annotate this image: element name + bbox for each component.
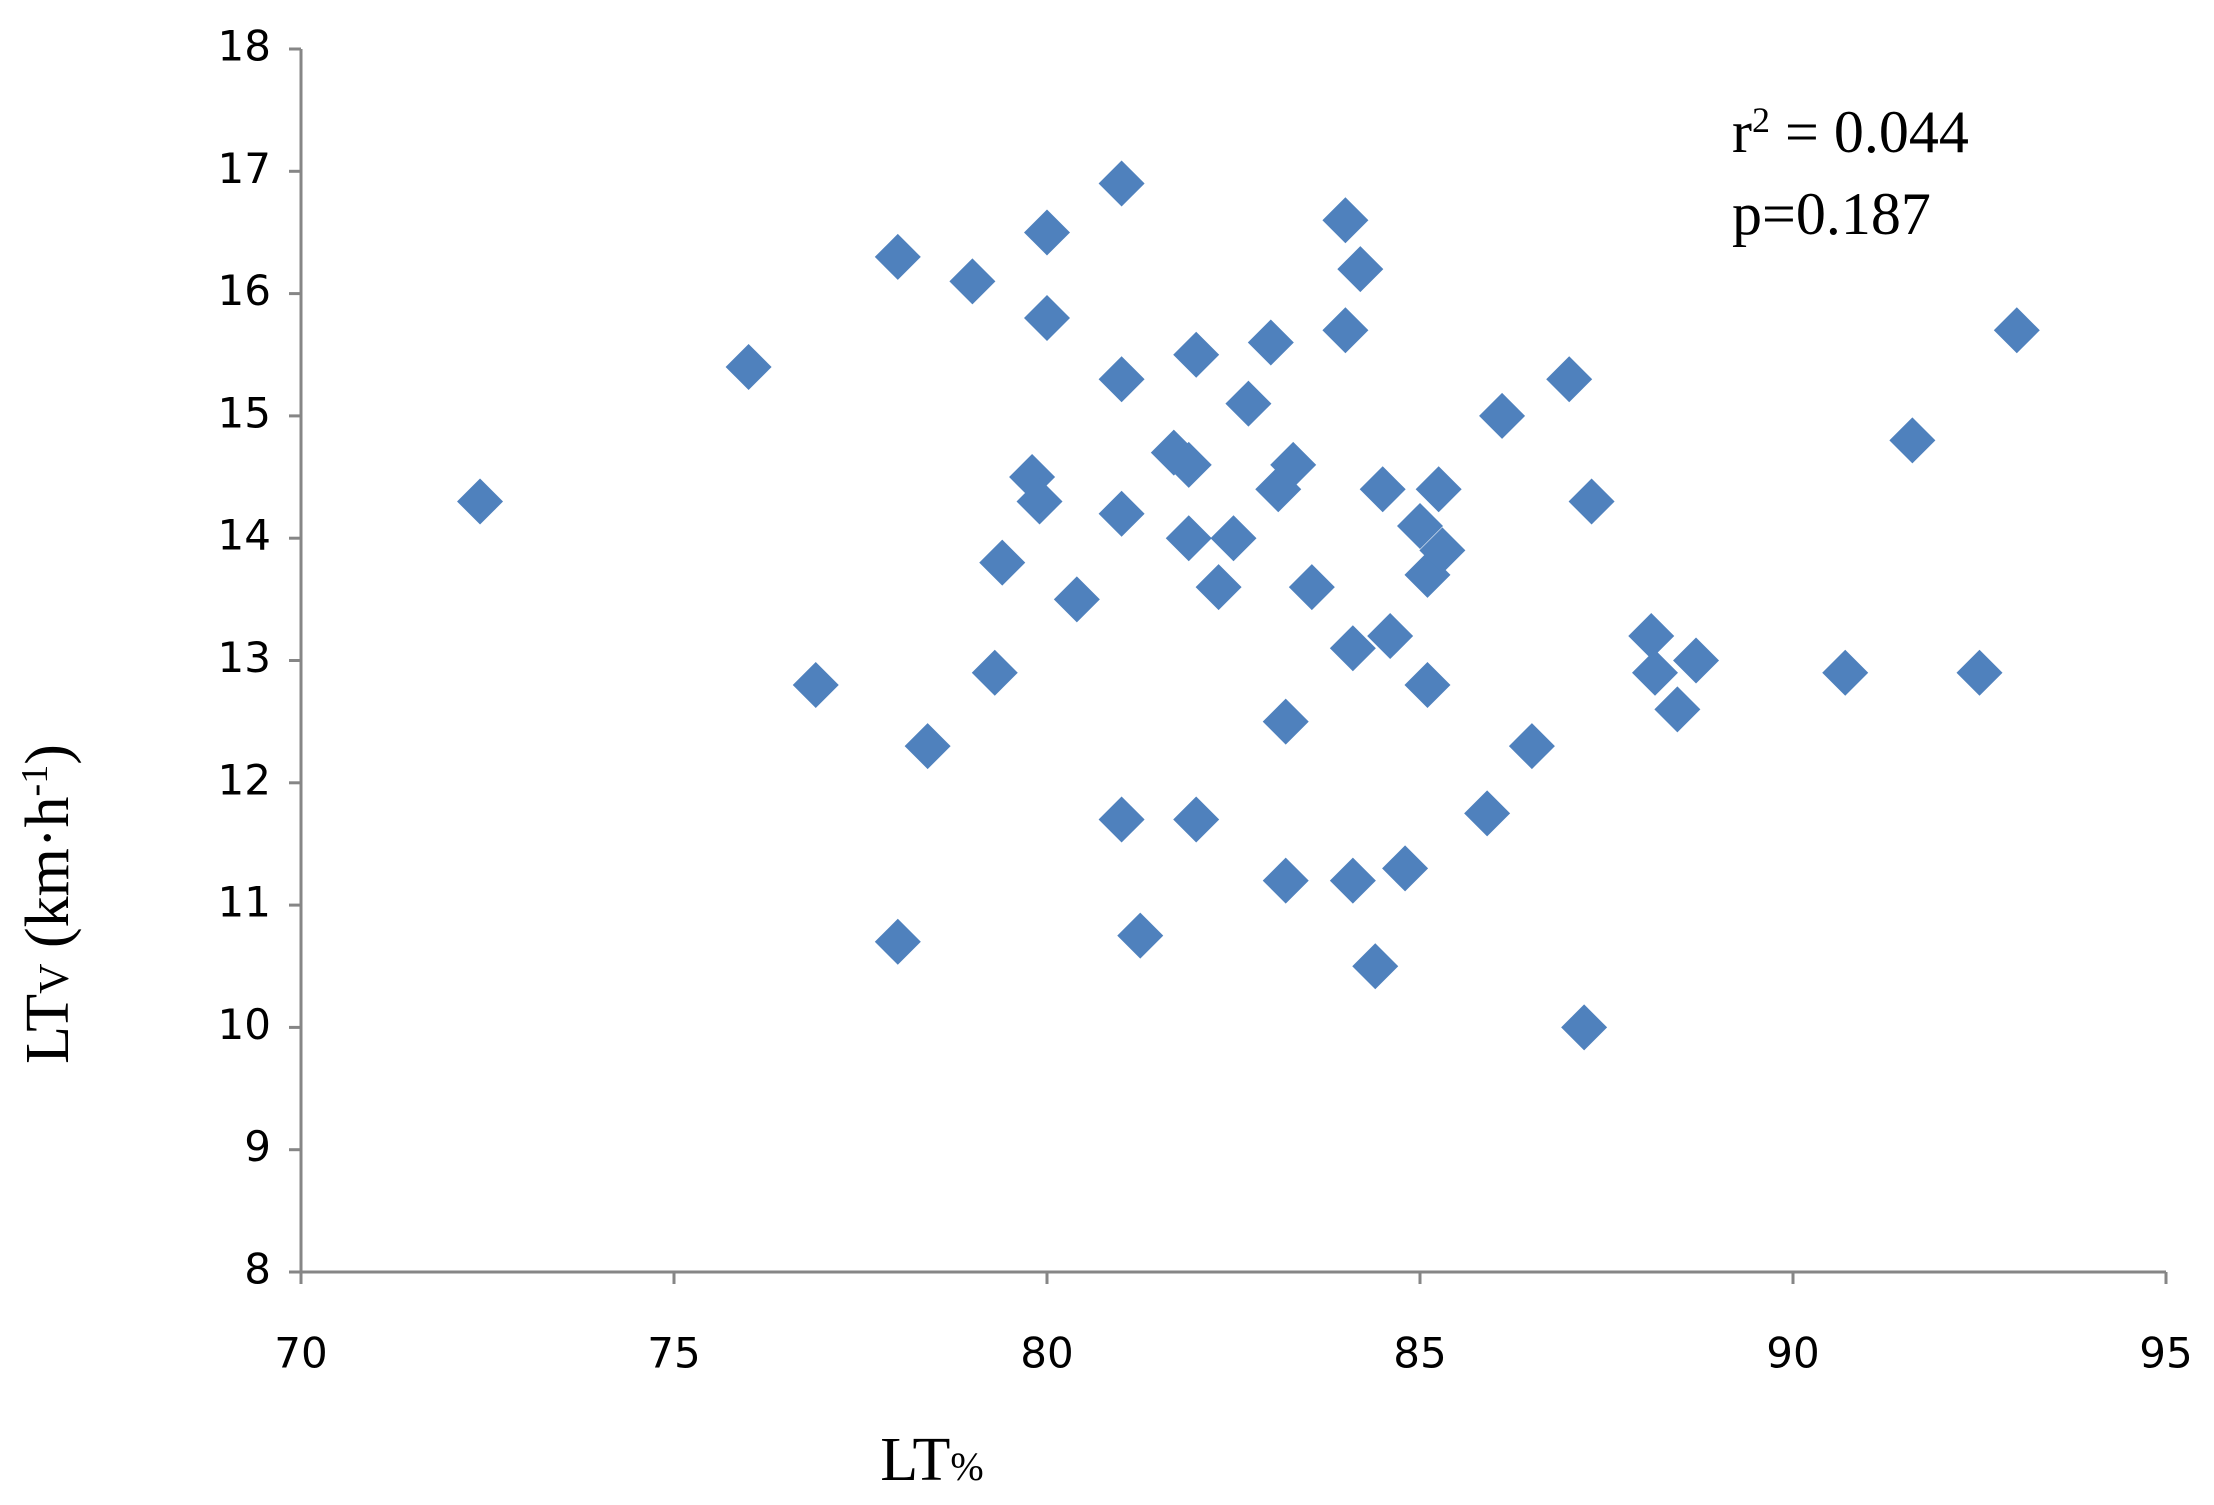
- y-tick-label: 12: [218, 755, 271, 804]
- y-axis-label-part: (km·h: [14, 796, 82, 963]
- point: [725, 343, 772, 390]
- point: [904, 723, 951, 770]
- point: [1322, 197, 1369, 244]
- point: [1419, 527, 1466, 574]
- point: [1382, 845, 1429, 892]
- point: [1479, 392, 1526, 439]
- y-axis-label-part: -1: [14, 765, 56, 797]
- point: [1016, 478, 1063, 525]
- x-axis-label-part: LT: [880, 1426, 950, 1494]
- point: [1288, 564, 1335, 611]
- point: [1165, 515, 1212, 562]
- x-tick-label: 90: [1766, 1329, 1819, 1378]
- point: [1397, 502, 1443, 549]
- x-axis-label: LT%: [880, 1426, 983, 1494]
- point: [1247, 319, 1294, 366]
- point: [1546, 356, 1593, 403]
- y-tick-label: 18: [218, 22, 271, 71]
- y-tick-label: 10: [218, 1000, 271, 1049]
- point: [1415, 466, 1462, 513]
- y-tick-label: 17: [218, 144, 271, 193]
- point: [1568, 478, 1615, 525]
- point: [1404, 661, 1451, 708]
- point: [1262, 698, 1309, 745]
- point: [1053, 576, 1100, 623]
- x-tick-label: 80: [1020, 1329, 1073, 1378]
- point: [1956, 649, 2003, 696]
- annotation: r2 = 0.044: [1732, 99, 1969, 165]
- point: [949, 258, 996, 305]
- y-axis-label-part: V: [32, 963, 78, 993]
- y-tick-label: 15: [218, 388, 271, 437]
- point: [1024, 209, 1070, 256]
- point: [1173, 796, 1220, 843]
- point: [1024, 295, 1070, 342]
- x-axis-label-part: %: [950, 1444, 983, 1489]
- point: [1628, 613, 1675, 660]
- y-tick-label: 11: [218, 878, 271, 927]
- y-axis-label-part: ): [14, 744, 82, 765]
- y-tick-label: 14: [218, 511, 271, 560]
- annotation: p=0.187: [1732, 181, 1931, 247]
- x-tick-label: 70: [274, 1329, 327, 1378]
- point: [1173, 331, 1220, 378]
- point: [874, 233, 921, 280]
- point: [1352, 943, 1399, 990]
- point: [971, 649, 1018, 696]
- point: [1210, 515, 1257, 562]
- point: [1508, 723, 1555, 770]
- y-axis-label: LTV (km·h-1): [14, 744, 82, 1064]
- y-tick-label: 13: [218, 633, 271, 682]
- point: [1464, 790, 1511, 837]
- point: [792, 661, 839, 708]
- point: [979, 539, 1026, 586]
- point: [1270, 441, 1317, 488]
- point: [1117, 912, 1164, 959]
- annotation-part: r: [1732, 99, 1752, 165]
- point: [1098, 490, 1145, 537]
- point: [1673, 637, 1720, 684]
- point: [1225, 380, 1272, 427]
- point: [1165, 441, 1212, 488]
- point: [874, 918, 921, 965]
- point: [1098, 356, 1145, 403]
- annotation-part: = 0.044: [1770, 99, 1969, 165]
- point: [1098, 160, 1145, 207]
- annotation-part: 2: [1752, 100, 1770, 140]
- y-tick-label: 9: [244, 1122, 271, 1171]
- x-tick-label: 95: [2139, 1329, 2192, 1378]
- y-axis-label-part: LT: [14, 994, 82, 1064]
- y-tick-label: 8: [244, 1245, 271, 1294]
- annotation-part: p=0.187: [1732, 181, 1931, 247]
- point: [1889, 417, 1936, 464]
- point: [1329, 857, 1376, 904]
- point: [1098, 796, 1145, 843]
- x-tick-label: 85: [1393, 1329, 1446, 1378]
- point: [1322, 307, 1369, 354]
- y-tick-label: 16: [218, 266, 271, 315]
- point: [1367, 613, 1414, 660]
- point: [1993, 307, 2040, 354]
- point: [1329, 625, 1376, 672]
- point: [457, 478, 504, 525]
- point: [1654, 686, 1701, 733]
- x-tick-label: 75: [647, 1329, 700, 1378]
- point: [1631, 649, 1678, 696]
- point: [1359, 466, 1406, 513]
- point: [1195, 564, 1242, 611]
- point: [1561, 1004, 1608, 1051]
- point: [1822, 649, 1869, 696]
- point: [1262, 857, 1309, 904]
- point: [1337, 246, 1384, 293]
